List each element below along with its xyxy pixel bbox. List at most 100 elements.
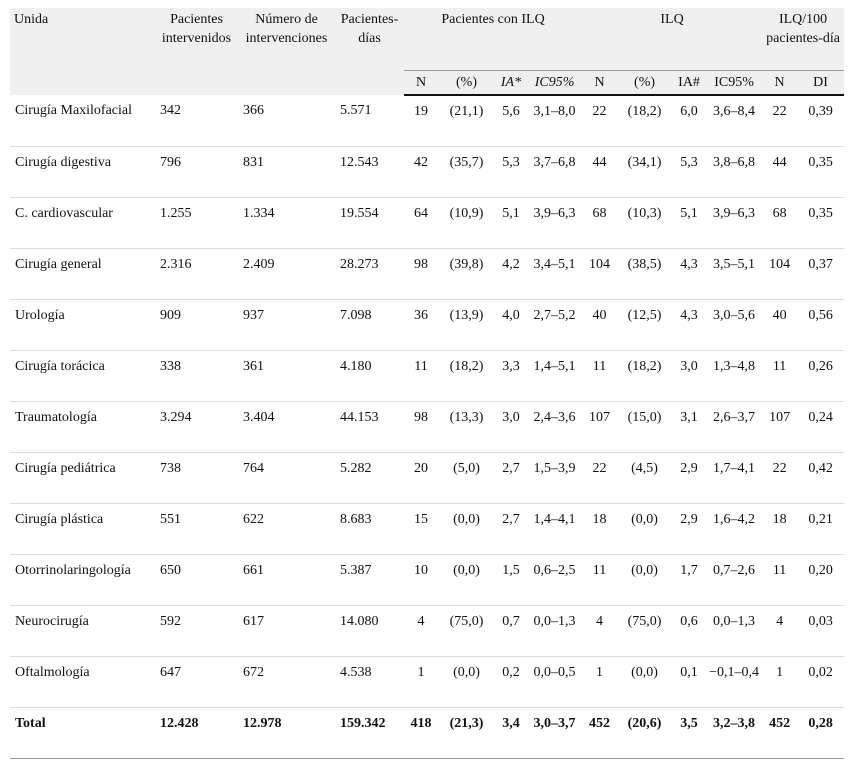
subheader-cell: IC95% bbox=[527, 70, 583, 96]
cell: (20,6) bbox=[617, 707, 673, 759]
cell: 937 bbox=[238, 299, 335, 351]
cell: 1.334 bbox=[238, 197, 335, 249]
cell: 104 bbox=[762, 248, 798, 300]
cell: 4 bbox=[582, 605, 618, 657]
cell: 2,7–5,2 bbox=[527, 299, 583, 351]
cell: (75,0) bbox=[617, 605, 673, 657]
cell: (13,9) bbox=[438, 299, 495, 351]
cell: 622 bbox=[238, 503, 335, 555]
cell: 3.294 bbox=[155, 401, 238, 453]
cell: 98 bbox=[404, 401, 438, 453]
cell: (39,8) bbox=[438, 248, 495, 300]
cell: 11 bbox=[582, 554, 618, 606]
cell: 2,9 bbox=[672, 452, 707, 504]
cell: 0,0–1,3 bbox=[706, 605, 763, 657]
cell: 3,0–5,6 bbox=[706, 299, 763, 351]
header-cell: Unida bbox=[10, 8, 155, 95]
cell: 11 bbox=[762, 350, 798, 402]
cell: 68 bbox=[762, 197, 798, 249]
cell: 44 bbox=[762, 146, 798, 198]
table-row: Cirugía digestiva 796 831 12.543 42 (35,7) 5,3… bbox=[10, 146, 845, 198]
cell: 5,1 bbox=[495, 197, 527, 249]
cell: 4 bbox=[762, 605, 798, 657]
cell: 0,56 bbox=[797, 299, 845, 351]
cell: 617 bbox=[238, 605, 335, 657]
cell: 28.273 bbox=[335, 248, 404, 300]
cell: 5.282 bbox=[335, 452, 404, 504]
cell: 1,5 bbox=[495, 554, 527, 606]
cell: 5,1 bbox=[672, 197, 707, 249]
cell: 5,6 bbox=[495, 95, 527, 147]
cell: 551 bbox=[155, 503, 238, 555]
header-cell: ILQ bbox=[582, 8, 763, 71]
cell: 0,35 bbox=[797, 146, 845, 198]
cell: 0,21 bbox=[797, 503, 845, 555]
table-row: Cirugía Maxilofacial 342 366 5.571 19 (21,1) 5… bbox=[10, 95, 845, 147]
cell: 3,0 bbox=[672, 350, 707, 402]
cell: 4,3 bbox=[672, 299, 707, 351]
subheader-cell: N bbox=[762, 70, 798, 96]
cell: 44.153 bbox=[335, 401, 404, 453]
cell: 5.387 bbox=[335, 554, 404, 606]
cell: 0,0–1,3 bbox=[527, 605, 583, 657]
cell: (5,0) bbox=[438, 452, 495, 504]
cell: 3,8–6,8 bbox=[706, 146, 763, 198]
cell: 0,26 bbox=[797, 350, 845, 402]
cell: 0,03 bbox=[797, 605, 845, 657]
cell: 18 bbox=[762, 503, 798, 555]
table-row: Total 12.428 12.978 159.342 418 (21,3) 3,4 3,0–… bbox=[10, 707, 845, 759]
cell: 5.571 bbox=[335, 95, 404, 147]
cell: 361 bbox=[238, 350, 335, 402]
cell: (18,2) bbox=[438, 350, 495, 402]
row-label: Cirugía torácica bbox=[10, 350, 155, 402]
cell: 0,37 bbox=[797, 248, 845, 300]
cell: (0,0) bbox=[617, 656, 673, 708]
cell: 7.098 bbox=[335, 299, 404, 351]
cell: 796 bbox=[155, 146, 238, 198]
table-row: Cirugía torácica 338 361 4.180 11 (18,2) 3,3 1,… bbox=[10, 350, 845, 402]
cell: 1,4–4,1 bbox=[527, 503, 583, 555]
cell: 3.404 bbox=[238, 401, 335, 453]
cell: 3,4–5,1 bbox=[527, 248, 583, 300]
cell: 22 bbox=[762, 95, 798, 147]
cell: (12,5) bbox=[617, 299, 673, 351]
header-cell: Pacientes-días bbox=[335, 8, 404, 95]
header-row: Unida Pacientes intervenidos Número de i… bbox=[10, 8, 845, 95]
cell: 22 bbox=[582, 95, 618, 147]
cell: 2,4–3,6 bbox=[527, 401, 583, 453]
cell: 22 bbox=[762, 452, 798, 504]
table-row: Cirugía plástica 551 622 8.683 15 (0,0) 2,7 1,4… bbox=[10, 503, 845, 555]
cell: 0,39 bbox=[797, 95, 845, 147]
cell: 1,5–3,9 bbox=[527, 452, 583, 504]
cell: (38,5) bbox=[617, 248, 673, 300]
table-row: Oftalmología 647 672 4.538 1 (0,0) 0,2 0,0–0,5 1… bbox=[10, 656, 845, 708]
table-row: Otorrinolaringología 650 661 5.387 10 (0,0) 1,… bbox=[10, 554, 845, 606]
table-row: Traumatología 3.294 3.404 44.153 98 (13,3) 3,0… bbox=[10, 401, 845, 453]
cell: 4.538 bbox=[335, 656, 404, 708]
cell: 3,0–3,7 bbox=[527, 707, 583, 759]
cell: 0,42 bbox=[797, 452, 845, 504]
cell: (35,7) bbox=[438, 146, 495, 198]
cell: 1,7–4,1 bbox=[706, 452, 763, 504]
cell: (0,0) bbox=[438, 503, 495, 555]
cell: (0,0) bbox=[617, 554, 673, 606]
row-label: Urología bbox=[10, 299, 155, 351]
row-label: Otorrinolaringología bbox=[10, 554, 155, 606]
subheader-cell: IC95% bbox=[706, 70, 763, 96]
cell: (34,1) bbox=[617, 146, 673, 198]
cell: 342 bbox=[155, 95, 238, 147]
row-label: C. cardiovascular bbox=[10, 197, 155, 249]
cell: 1 bbox=[762, 656, 798, 708]
cell: 19 bbox=[404, 95, 438, 147]
cell: 40 bbox=[582, 299, 618, 351]
cell: 4,3 bbox=[672, 248, 707, 300]
subheader-cell: DI bbox=[797, 70, 845, 96]
cell: 1.255 bbox=[155, 197, 238, 249]
table-row: Urología 909 937 7.098 36 (13,9) 4,0 2,7–5,2 40(… bbox=[10, 299, 845, 351]
cell: 11 bbox=[582, 350, 618, 402]
header-cell: Número de intervenciones bbox=[238, 8, 335, 95]
cell: (4,5) bbox=[617, 452, 673, 504]
data-table: Unida Pacientes intervenidos Número de i… bbox=[10, 8, 845, 759]
table-row: Cirugía general 2.316 2.409 28.273 98 (39,8) 4… bbox=[10, 248, 845, 300]
